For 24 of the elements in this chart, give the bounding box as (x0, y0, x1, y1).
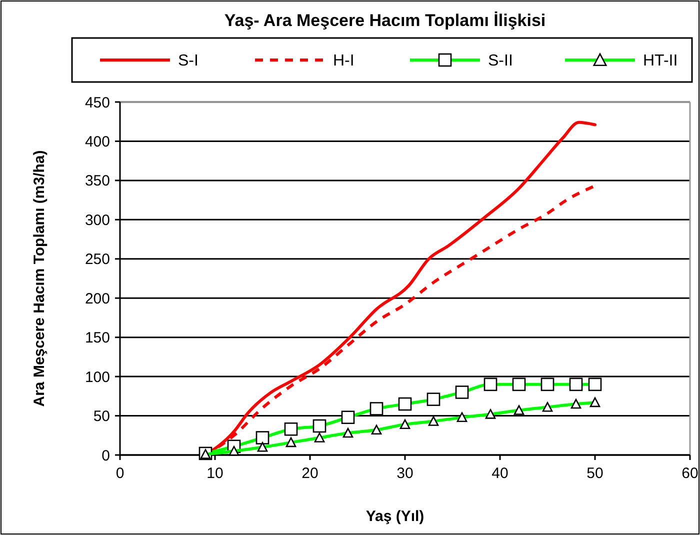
y-tick-label: 0 (102, 447, 110, 464)
y-tick-label: 400 (84, 133, 110, 150)
x-axis-title: Yaş (Yıl) (366, 508, 424, 525)
y-tick-label: 50 (93, 408, 110, 426)
y-tick-label: 100 (84, 368, 110, 386)
y-tick-label: 250 (84, 251, 110, 268)
y-tick-label: 450 (84, 94, 110, 112)
x-tick-label: 0 (116, 465, 124, 482)
x-tick-label: 30 (396, 465, 414, 482)
chart-title: Yaş- Ara Meşcere Hacım Toplamı İlişkisi (224, 11, 546, 30)
legend-label: S-I (178, 52, 198, 70)
legend-label: HT-II (643, 52, 678, 70)
x-tick-label: 10 (206, 465, 224, 482)
y-tick-label: 200 (84, 290, 110, 308)
y-axis-title: Ara Meşcere Hacım Toplamı (m3/ha) (31, 150, 48, 407)
y-tick-label: 350 (84, 172, 110, 190)
x-tick-label: 40 (492, 465, 508, 482)
legend-label: S-II (488, 52, 513, 70)
x-tick-label: 60 (682, 465, 698, 482)
x-tick-label: 20 (302, 465, 318, 482)
y-tick-label: 150 (84, 330, 110, 347)
x-tick-label: 50 (586, 465, 604, 482)
legend-label: H-I (333, 52, 354, 70)
y-tick-label: 300 (84, 212, 110, 229)
